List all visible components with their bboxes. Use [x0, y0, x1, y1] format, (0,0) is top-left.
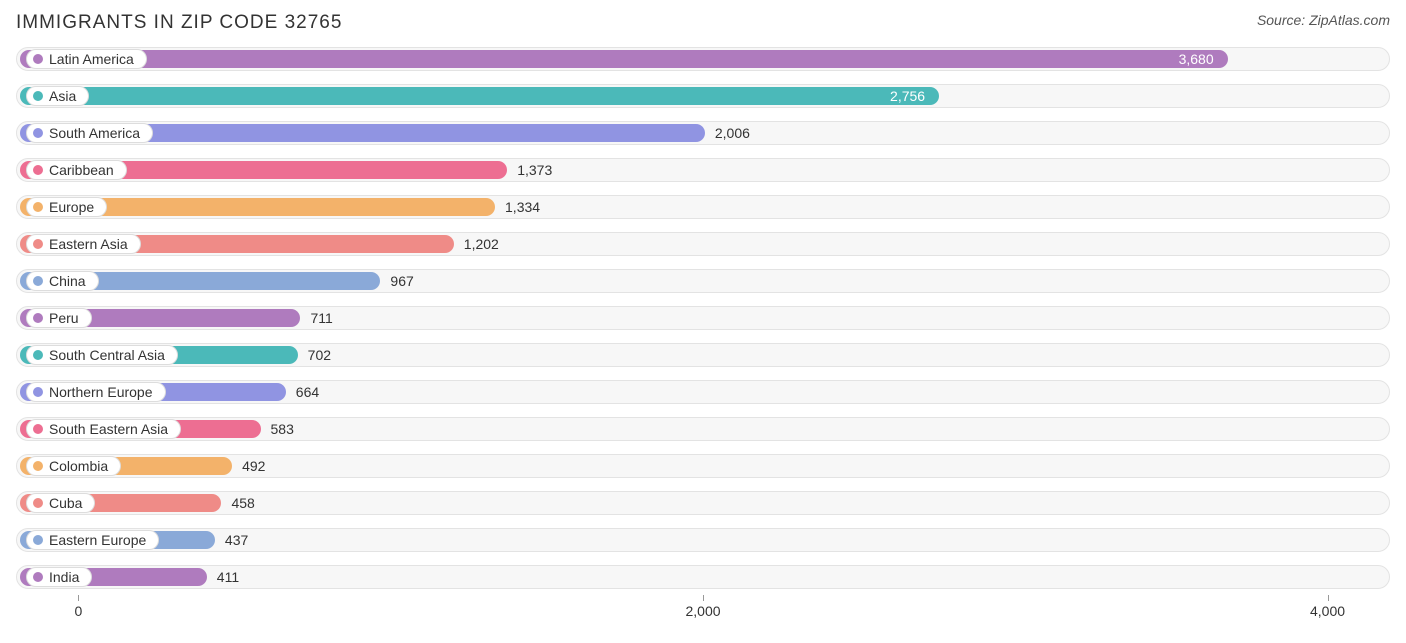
- bar-row: India 411: [16, 562, 1390, 592]
- bar-value: 1,202: [464, 236, 499, 252]
- axis-tick-mark: [78, 595, 79, 601]
- legend-dot-icon: [33, 54, 43, 64]
- axis-tick-mark: [1328, 595, 1329, 601]
- bar: [20, 87, 939, 105]
- legend-dot-icon: [33, 165, 43, 175]
- bar-value: 458: [231, 495, 254, 511]
- legend-dot-icon: [33, 461, 43, 471]
- category-pill: Asia: [26, 86, 89, 106]
- bar-value: 711: [310, 310, 332, 326]
- bar-row: Latin America 3,680: [16, 44, 1390, 74]
- category-label: Asia: [49, 88, 76, 104]
- bar-row: Eastern Europe 437: [16, 525, 1390, 555]
- category-pill: Northern Europe: [26, 382, 166, 402]
- legend-dot-icon: [33, 350, 43, 360]
- legend-dot-icon: [33, 128, 43, 138]
- x-axis: 0 2,000 4,000: [16, 599, 1390, 623]
- bar-row: Peru 711: [16, 303, 1390, 333]
- category-label: Eastern Europe: [49, 532, 146, 548]
- bar-value: 3,680: [1179, 51, 1214, 67]
- category-label: China: [49, 273, 86, 289]
- bar-value: 2,006: [715, 125, 750, 141]
- bar-row: China 967: [16, 266, 1390, 296]
- bar-row: South Eastern Asia 583: [16, 414, 1390, 444]
- category-label: South Eastern Asia: [49, 421, 168, 437]
- category-label: Eastern Asia: [49, 236, 128, 252]
- category-pill: Peru: [26, 308, 92, 328]
- bar-row: Caribbean 1,373: [16, 155, 1390, 185]
- bar-value: 2,756: [890, 88, 925, 104]
- bar-value: 437: [225, 532, 248, 548]
- bar-row: Northern Europe 664: [16, 377, 1390, 407]
- category-pill: Caribbean: [26, 160, 127, 180]
- legend-dot-icon: [33, 313, 43, 323]
- category-pill: Europe: [26, 197, 107, 217]
- plot-area: Latin America 3,680 Asia 2,756 South America…: [16, 44, 1390, 592]
- category-label: Caribbean: [49, 162, 114, 178]
- chart-container: IMMIGRANTS IN ZIP CODE 32765 Source: Zip…: [0, 0, 1406, 643]
- category-label: South Central Asia: [49, 347, 165, 363]
- legend-dot-icon: [33, 276, 43, 286]
- category-label: Peru: [49, 310, 79, 326]
- axis-tick-label: 4,000: [1310, 603, 1345, 619]
- category-label: Colombia: [49, 458, 108, 474]
- category-pill: Eastern Europe: [26, 530, 159, 550]
- category-label: Latin America: [49, 51, 134, 67]
- chart-source: Source: ZipAtlas.com: [1257, 12, 1390, 28]
- category-pill: Latin America: [26, 49, 147, 69]
- header: IMMIGRANTS IN ZIP CODE 32765 Source: Zip…: [16, 12, 1390, 34]
- legend-dot-icon: [33, 535, 43, 545]
- bar-value: 702: [308, 347, 331, 363]
- category-pill: Cuba: [26, 493, 95, 513]
- category-pill: South Central Asia: [26, 345, 178, 365]
- bar-row: Cuba 458: [16, 488, 1390, 518]
- legend-dot-icon: [33, 91, 43, 101]
- bar-value: 1,373: [517, 162, 552, 178]
- category-label: Europe: [49, 199, 94, 215]
- category-label: Northern Europe: [49, 384, 153, 400]
- bar-value: 411: [217, 569, 239, 585]
- bar-value: 664: [296, 384, 319, 400]
- chart-title: IMMIGRANTS IN ZIP CODE 32765: [16, 12, 342, 34]
- legend-dot-icon: [33, 202, 43, 212]
- legend-dot-icon: [33, 498, 43, 508]
- category-pill: Eastern Asia: [26, 234, 141, 254]
- bar-value: 967: [390, 273, 413, 289]
- category-pill: South Eastern Asia: [26, 419, 181, 439]
- bar-value: 492: [242, 458, 265, 474]
- category-label: Cuba: [49, 495, 82, 511]
- bar-value: 583: [271, 421, 294, 437]
- bar-track: [16, 491, 1390, 515]
- bar-row: Europe 1,334: [16, 192, 1390, 222]
- legend-dot-icon: [33, 424, 43, 434]
- category-pill: Colombia: [26, 456, 121, 476]
- axis-tick-label: 2,000: [685, 603, 720, 619]
- axis-tick-mark: [703, 595, 704, 601]
- category-label: South America: [49, 125, 140, 141]
- axis-tick-label: 0: [75, 603, 83, 619]
- bar: [20, 50, 1228, 68]
- legend-dot-icon: [33, 572, 43, 582]
- bar-value: 1,334: [505, 199, 540, 215]
- category-pill: India: [26, 567, 92, 587]
- category-pill: China: [26, 271, 99, 291]
- bar-row: South America 2,006: [16, 118, 1390, 148]
- bar-track: [16, 528, 1390, 552]
- bar-row: Asia 2,756: [16, 81, 1390, 111]
- category-label: India: [49, 569, 79, 585]
- legend-dot-icon: [33, 239, 43, 249]
- bar-row: Colombia 492: [16, 451, 1390, 481]
- bar-row: South Central Asia 702: [16, 340, 1390, 370]
- bar-row: Eastern Asia 1,202: [16, 229, 1390, 259]
- category-pill: South America: [26, 123, 153, 143]
- legend-dot-icon: [33, 387, 43, 397]
